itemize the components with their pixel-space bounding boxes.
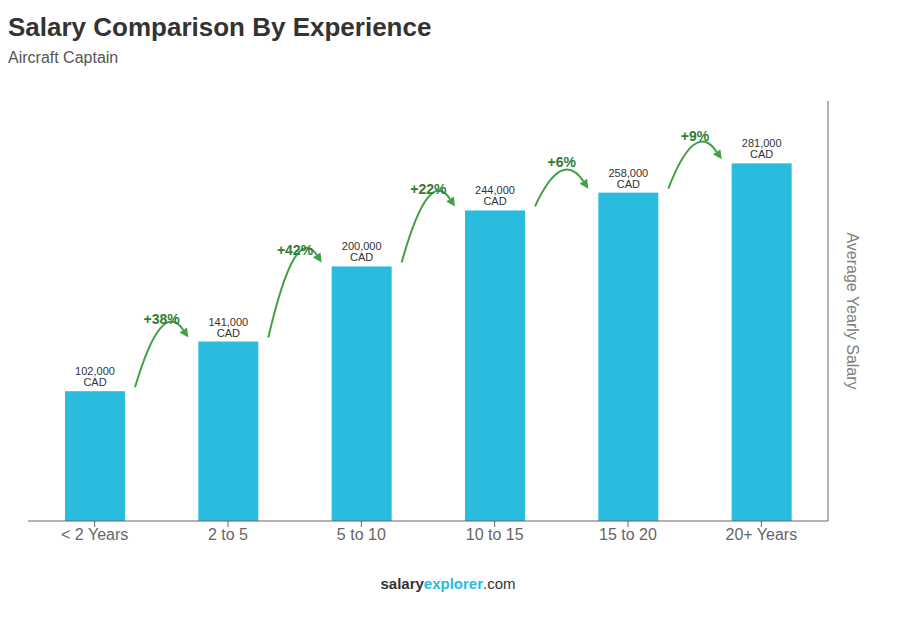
html-text:Aircraft Captain: Aircraft Captain (8, 49, 119, 66)
svg-text:15 to 20: 15 to 20 (599, 526, 657, 543)
svg-text:2 to 5: 2 to 5 (208, 526, 248, 543)
svg-text:< 2 Years: < 2 Years (61, 526, 128, 543)
svg-text:+9%: +9% (681, 128, 710, 144)
svg-text:+22%: +22% (410, 181, 447, 197)
svg-text:20+ Years: 20+ Years (726, 526, 798, 543)
svg-text:+38%: +38% (144, 311, 181, 327)
html-text:salary explorer.com: salary explorer.com (380, 575, 516, 592)
svg-text:141,000CAD: 141,000CAD (208, 316, 248, 339)
html-text:Salary Comparison By Experienc: Salary Comparison By Experience (8, 12, 432, 42)
svg-text:281,000CAD: 281,000CAD (742, 137, 782, 160)
svg-text:5 to 10: 5 to 10 (337, 526, 386, 543)
svg-text:244,000CAD: 244,000CAD (475, 184, 515, 207)
svg-text:+42%: +42% (277, 242, 314, 258)
svg-text:+6%: +6% (547, 154, 576, 170)
svg-text:102,000CAD: 102,000CAD (75, 365, 115, 388)
svg-text:10 to 15: 10 to 15 (466, 526, 524, 543)
svg-text:258,000CAD: 258,000CAD (608, 167, 648, 190)
svg-text:200,000CAD: 200,000CAD (342, 240, 382, 263)
svg-text:Average Yearly Salary: Average Yearly Salary (844, 232, 861, 389)
